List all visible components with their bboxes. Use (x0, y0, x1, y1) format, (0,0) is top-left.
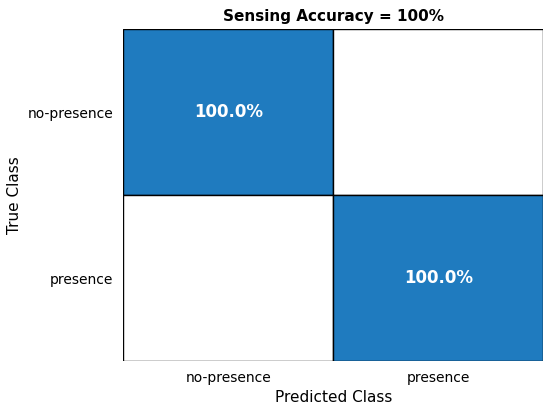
Bar (123, 195, 333, 361)
Title: Sensing Accuracy = 100%: Sensing Accuracy = 100% (223, 9, 444, 24)
Y-axis label: True Class: True Class (7, 156, 22, 234)
Bar (333, 195, 543, 361)
X-axis label: Predicted Class: Predicted Class (274, 391, 392, 405)
Bar (333, 29, 543, 195)
Text: 100.0%: 100.0% (404, 269, 473, 287)
Text: 100.0%: 100.0% (194, 103, 263, 121)
Bar (123, 29, 333, 195)
